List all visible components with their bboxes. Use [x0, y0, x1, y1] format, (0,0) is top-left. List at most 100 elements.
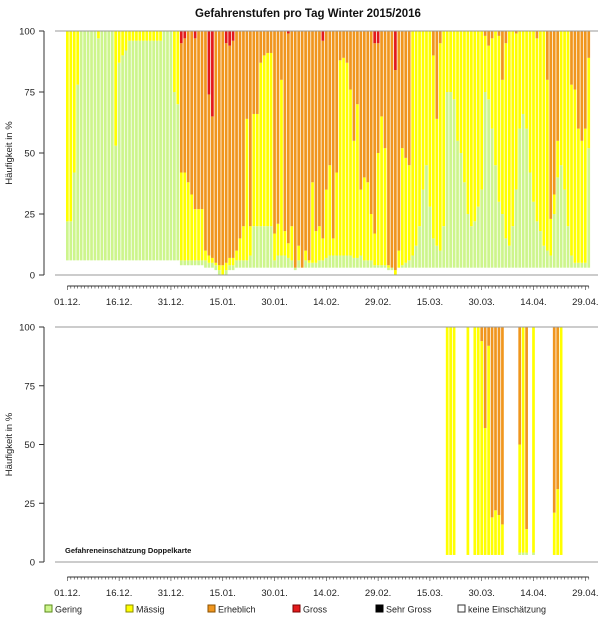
bar-segment-erheblich: [345, 31, 349, 63]
bar-segment-mässig: [545, 79, 549, 251]
bar-segment-gering: [390, 267, 394, 271]
bar-segment-erheblich: [273, 31, 276, 234]
bar-segment-keine-einschätzung: [283, 267, 287, 275]
bar-segment-keine-einschätzung: [276, 267, 280, 275]
bar-segment-gering: [190, 260, 194, 266]
bar-segment-mässig: [490, 517, 494, 555]
bar-segment-gering: [411, 255, 414, 268]
bar-segment-gering: [124, 50, 128, 261]
bar-segment-gering: [507, 245, 511, 268]
bar-segment-gering: [352, 257, 356, 268]
bar-segment-keine-einschätzung: [211, 267, 214, 275]
bar-segment-keine-einschätzung: [79, 260, 83, 275]
bar-segment-keine-einschätzung: [135, 260, 138, 275]
bar-segment-gering: [273, 260, 276, 268]
bar-segment-keine-einschätzung: [556, 267, 560, 275]
bar-segment-mässig: [249, 226, 252, 256]
bar-segment-gering: [494, 165, 497, 268]
bar-segment-mässig: [214, 262, 218, 266]
bar-segment-gering: [459, 153, 463, 268]
legend-swatch: [125, 604, 134, 613]
bar-segment-gering: [86, 31, 90, 261]
bar-segment-gering: [152, 40, 156, 261]
bar-segment-gering: [297, 260, 301, 268]
bar-segment-keine-einschätzung: [577, 267, 580, 275]
bar-segment-mässig: [559, 31, 563, 166]
bar-segment-keine-einschätzung: [193, 265, 197, 275]
bar-segment-erheblich: [494, 327, 497, 511]
legend-swatch: [207, 604, 216, 613]
bar-segment-gering: [504, 238, 508, 268]
bar-segment-mässig: [559, 327, 563, 555]
bar-segment-erheblich: [376, 43, 380, 154]
bar-segment-keine-einschätzung: [121, 260, 124, 275]
bar-segment-gering: [383, 265, 387, 268]
bar-segment-gering: [252, 226, 256, 268]
bar-segment-mässig: [566, 31, 570, 227]
bar-segment-keine-einschätzung: [539, 267, 542, 275]
bar-segment-erheblich: [552, 31, 556, 195]
bar-segment-mässig: [338, 60, 342, 256]
x-tick-label: 30.03.: [468, 297, 494, 308]
bar-segment-erheblich: [307, 31, 311, 261]
bar-segment-gering: [141, 40, 145, 261]
bar-segment-erheblich: [490, 31, 494, 39]
bar-segment-erheblich: [497, 31, 501, 36]
bar-segment-mässig: [148, 31, 152, 41]
top-panel: 0 25 50 75 100 Häufigkeit in % 01.12. 16.12. 31.…: [4, 27, 599, 309]
doppelkarte-annotation: Gefahreneinschätzung Doppelkarte: [65, 546, 191, 555]
bar-segment-gering: [552, 214, 556, 268]
bar-segment-mässig: [221, 265, 225, 275]
bar-segment-keine-einschätzung: [228, 270, 231, 275]
legend-label: Mässig: [136, 605, 165, 615]
bar-segment-gering: [304, 260, 307, 268]
bar-segment-mässig: [72, 31, 76, 173]
bar-segment-mässig: [224, 262, 228, 271]
bar-segment-mässig: [404, 157, 408, 263]
y-tick-label: 100: [19, 323, 35, 334]
bar-segment-gering: [456, 140, 459, 268]
bar-segment-mässig: [400, 148, 404, 266]
bar-segment-mässig: [235, 250, 238, 261]
bar-segment-keine-einschätzung: [380, 267, 383, 275]
bar-segment-keine-einschätzung: [435, 267, 439, 275]
bar-segment-gross: [286, 31, 290, 34]
bar-segment-mässig: [435, 118, 439, 246]
bar-segment-gering: [110, 31, 114, 261]
bar-segment-gering: [276, 255, 280, 268]
bar-segment-mässig: [563, 31, 566, 190]
bar-segment-keine-einschätzung: [235, 267, 238, 275]
bar-segment-gering: [539, 231, 542, 268]
bar-segment-erheblich: [400, 31, 404, 149]
bar-segment-keine-einschätzung: [545, 267, 549, 275]
bar-segment-gering: [442, 226, 446, 268]
bar-segment-gering: [266, 226, 269, 268]
bar-segment-gering: [193, 260, 197, 266]
legend-label: Gross: [303, 605, 328, 615]
bar-segment-keine-einschätzung: [559, 267, 563, 275]
bar-segment-gross: [207, 31, 211, 95]
bar-segment-gering: [549, 255, 553, 268]
bar-segment-keine-einschätzung: [138, 260, 142, 275]
bar-segment-gering: [162, 31, 166, 261]
bar-segment-keine-einschätzung: [470, 267, 473, 275]
bar-segment-gross: [231, 31, 235, 41]
bar-segment-keine-einschätzung: [552, 267, 556, 275]
bar-segment-mässig: [552, 512, 556, 555]
bar-segment-gering: [79, 31, 83, 261]
bar-segment-gering: [400, 265, 404, 268]
bar-segment-erheblich: [249, 31, 252, 227]
bar-segment-gross: [373, 31, 377, 44]
bar-segment-gering: [577, 262, 580, 268]
bar-segment-gross: [183, 31, 187, 39]
bar-segment-keine-einschätzung: [507, 267, 511, 275]
bar-segment-keine-einschätzung: [176, 260, 180, 275]
bar-segment-gross: [321, 31, 325, 41]
bar-segment-mässig: [494, 510, 497, 555]
bar-segment-keine-einschätzung: [563, 267, 566, 275]
bar-segment-gering: [183, 260, 187, 266]
legend-swatch: [44, 604, 53, 613]
bar-segment-gross: [394, 31, 397, 71]
bar-segment-erheblich: [211, 116, 214, 258]
